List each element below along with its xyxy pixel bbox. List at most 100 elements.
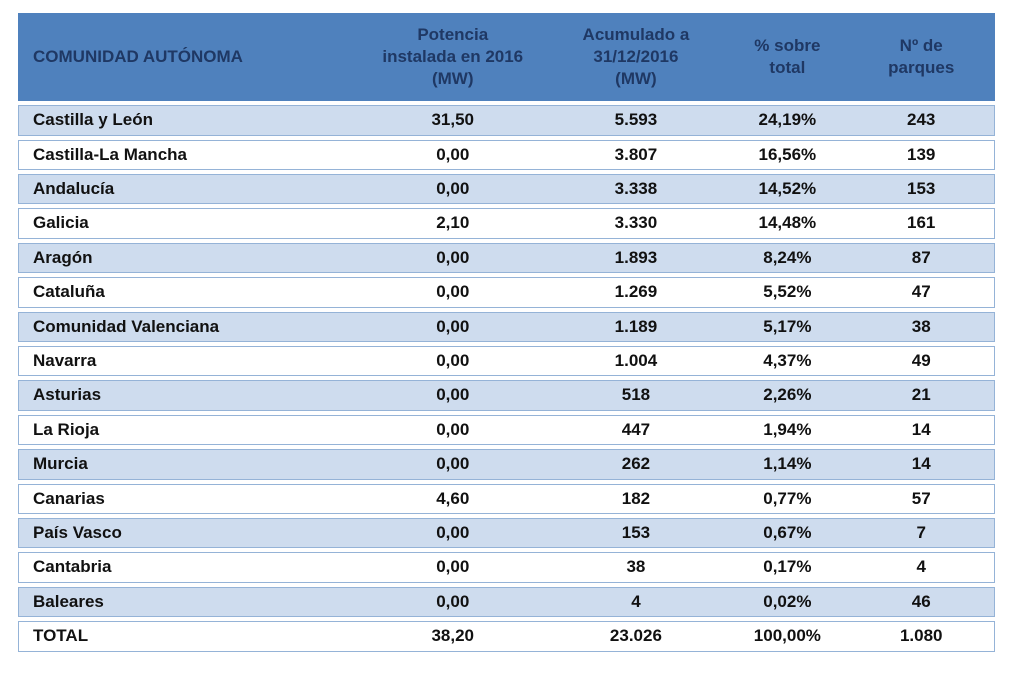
table-row: Galicia 2,10 3.330 14,48% 161 [18,208,995,239]
pct-total-cell: 1,94% [726,414,849,446]
total-label-cell: TOTAL [18,621,360,652]
acumulado-cell: 5.593 [545,105,727,136]
table-row: Navarra 0,00 1.004 4,37% 49 [18,346,995,377]
potencia-2016-cell: 4,60 [359,483,546,514]
potencia-2016-cell: 0,00 [359,449,546,480]
total-num-parques-cell: 1.080 [848,621,995,652]
table-row: Cantabria 0,00 38 0,17% 4 [18,552,995,583]
pct-total-cell: 14,48% [726,208,849,239]
num-parques-cell: 46 [848,586,995,618]
pct-total-cell: 0,67% [726,517,849,549]
num-parques-cell: 7 [848,517,995,549]
pct-total-cell: 0,17% [726,552,849,583]
column-header-num-parques: Nº de parques [848,13,995,102]
potencia-2016-cell: 0,00 [359,139,546,171]
potencia-2016-cell: 0,00 [359,552,546,583]
potencia-2016-cell: 0,00 [359,174,546,205]
table-row: La Rioja 0,00 447 1,94% 14 [18,414,995,446]
total-acumulado-cell: 23.026 [545,621,727,652]
acumulado-cell: 1.269 [545,277,727,308]
potencia-2016-cell: 0,00 [359,311,546,343]
acumulado-cell: 447 [545,414,727,446]
acumulado-cell: 153 [545,517,727,549]
num-parques-cell: 87 [848,242,995,274]
wind-power-table-container: COMUNIDAD AUTÓNOMA Potencia instalada en… [18,9,995,656]
community-name-cell: País Vasco [18,517,360,549]
column-header-acumulado: Acumulado a 31/12/2016 (MW) [545,13,727,102]
community-name-cell: Murcia [18,449,360,480]
table-row: Castilla y León 31,50 5.593 24,19% 243 [18,105,995,136]
num-parques-cell: 161 [848,208,995,239]
table-row: Aragón 0,00 1.893 8,24% 87 [18,242,995,274]
pct-total-cell: 1,14% [726,449,849,480]
community-name-cell: Galicia [18,208,360,239]
community-name-cell: Canarias [18,483,360,514]
community-name-cell: Comunidad Valenciana [18,311,360,343]
community-name-cell: Castilla-La Mancha [18,139,360,171]
column-header-potencia-2016: Potencia instalada en 2016 (MW) [359,13,546,102]
pct-total-cell: 16,56% [726,139,849,171]
pct-total-cell: 8,24% [726,242,849,274]
potencia-2016-cell: 2,10 [359,208,546,239]
acumulado-cell: 1.189 [545,311,727,343]
community-name-cell: Cantabria [18,552,360,583]
total-pct-total-cell: 100,00% [726,621,849,652]
acumulado-cell: 518 [545,380,727,411]
num-parques-cell: 243 [848,105,995,136]
num-parques-cell: 139 [848,139,995,171]
acumulado-cell: 1.893 [545,242,727,274]
num-parques-cell: 47 [848,277,995,308]
num-parques-cell: 4 [848,552,995,583]
table-row: Baleares 0,00 4 0,02% 46 [18,586,995,618]
header-row: COMUNIDAD AUTÓNOMA Potencia instalada en… [18,13,995,102]
potencia-2016-cell: 31,50 [359,105,546,136]
potencia-2016-cell: 0,00 [359,346,546,377]
community-name-cell: Baleares [18,586,360,618]
table-row: Murcia 0,00 262 1,14% 14 [18,449,995,480]
pct-total-cell: 4,37% [726,346,849,377]
table-row: Asturias 0,00 518 2,26% 21 [18,380,995,411]
community-name-cell: Navarra [18,346,360,377]
table-row: Cataluña 0,00 1.269 5,52% 47 [18,277,995,308]
potencia-2016-cell: 0,00 [359,586,546,618]
acumulado-cell: 1.004 [545,346,727,377]
acumulado-cell: 38 [545,552,727,583]
community-name-cell: Castilla y León [18,105,360,136]
num-parques-cell: 14 [848,414,995,446]
pct-total-cell: 5,17% [726,311,849,343]
community-name-cell: Asturias [18,380,360,411]
community-name-cell: La Rioja [18,414,360,446]
potencia-2016-cell: 0,00 [359,414,546,446]
table-row: País Vasco 0,00 153 0,67% 7 [18,517,995,549]
potencia-2016-cell: 0,00 [359,380,546,411]
column-header-comunidad: COMUNIDAD AUTÓNOMA [18,13,360,102]
pct-total-cell: 14,52% [726,174,849,205]
num-parques-cell: 49 [848,346,995,377]
community-name-cell: Cataluña [18,277,360,308]
acumulado-cell: 3.807 [545,139,727,171]
potencia-2016-cell: 0,00 [359,517,546,549]
potencia-2016-cell: 0,00 [359,242,546,274]
pct-total-cell: 2,26% [726,380,849,411]
num-parques-cell: 57 [848,483,995,514]
community-name-cell: Andalucía [18,174,360,205]
column-header-pct-total: % sobre total [726,13,849,102]
num-parques-cell: 21 [848,380,995,411]
num-parques-cell: 14 [848,449,995,480]
acumulado-cell: 262 [545,449,727,480]
acumulado-cell: 3.330 [545,208,727,239]
acumulado-cell: 4 [545,586,727,618]
num-parques-cell: 38 [848,311,995,343]
table-row: Canarias 4,60 182 0,77% 57 [18,483,995,514]
potencia-2016-cell: 0,00 [359,277,546,308]
table-row: Castilla-La Mancha 0,00 3.807 16,56% 139 [18,139,995,171]
wind-power-by-region-table: COMUNIDAD AUTÓNOMA Potencia instalada en… [18,9,995,656]
total-potencia-2016-cell: 38,20 [359,621,546,652]
table-row: Andalucía 0,00 3.338 14,52% 153 [18,174,995,205]
num-parques-cell: 153 [848,174,995,205]
table-body: Castilla y León 31,50 5.593 24,19% 243 Castil… [18,105,995,652]
total-row: TOTAL 38,20 23.026 100,00% 1.080 [18,621,995,652]
pct-total-cell: 0,77% [726,483,849,514]
community-name-cell: Aragón [18,242,360,274]
acumulado-cell: 182 [545,483,727,514]
